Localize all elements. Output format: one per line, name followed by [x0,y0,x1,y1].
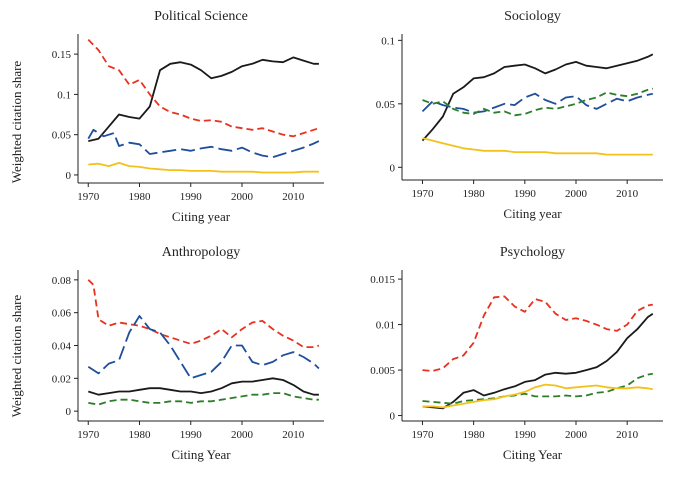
sociology-x-tick-label: 2000 [565,188,588,200]
anthropology-x-tick-label: 1980 [129,429,152,441]
anthropology-x-tick-label: 2000 [231,429,254,441]
political-science-y-tick-label: 0.05 [52,130,72,142]
political-science-y-tick-label: 0 [66,170,72,182]
psychology-x-tick-label: 1980 [463,429,486,441]
psychology-x-tick-label: 1970 [411,429,434,441]
anthropology-x-axis-title: Citing Year [171,447,231,462]
anthropology-y-tick-label: 0.08 [52,275,72,287]
shared-y-axis-title-top: Weighted citation share [9,61,24,184]
sociology-x-tick-label: 2010 [616,188,639,200]
anthropology-series-line-2 [87,315,320,380]
sociology-x-tick-label: 1970 [411,188,434,200]
sociology-series-line-3 [422,87,654,117]
political-science-series-line-1 [88,56,319,142]
anthropology-x-tick-label: 1970 [77,429,100,441]
anthropology-y-tick-label: 0.02 [52,373,71,385]
psychology-x-tick-label: 1990 [514,429,537,441]
sociology-series-line-4 [422,137,653,156]
political-science-y-tick-label: 0.1 [57,89,71,101]
sociology-title: Sociology [504,9,561,24]
psychology-y-tick-label: 0.005 [370,365,395,377]
political-science-series-line-4 [88,161,319,174]
sociology-y-tick-label: 0 [390,162,396,174]
anthropology-title: Anthropology [162,245,241,260]
anthropology-y-tick-label: 0.04 [52,341,72,353]
political-science-title: Political Science [154,9,248,24]
political-science-x-tick-label: 1990 [180,191,203,203]
psychology-y-tick-label: 0.015 [370,274,395,286]
political-science-x-tick-label: 1970 [77,191,100,203]
psychology-x-tick-label: 2010 [616,429,639,441]
sociology-series-line-2 [421,92,654,114]
anthropology-series-line-1 [87,279,320,349]
psychology-series-line-4 [422,383,653,409]
political-science-x-axis-title: Citing year [172,209,231,224]
political-science-x-tick-label: 1980 [129,191,152,203]
psychology-y-tick-label: 0.01 [376,320,395,332]
sociology-series-line-1 [421,53,654,142]
anthropology-series-line-3 [88,377,319,396]
political-science-series-line-2 [87,38,320,138]
anthropology-x-tick-label: 1990 [180,429,203,441]
psychology-series-line-2 [422,312,654,410]
political-science-x-tick-label: 2000 [231,191,254,203]
anthropology-y-tick-label: 0 [66,406,72,418]
sociology-y-tick-label: 0.1 [381,35,395,47]
political-science-y-tick-label: 0.15 [52,49,72,61]
shared-y-axis-title-bottom: Weighted citation share [9,295,24,418]
psychology-y-tick-label: 0 [390,411,396,423]
psychology-title: Psychology [500,245,565,260]
anthropology-x-tick-label: 2010 [282,429,305,441]
political-science-series-line-3 [87,128,320,159]
sociology-x-tick-label: 1990 [514,188,537,200]
sociology-y-tick-label: 0.05 [376,99,396,111]
sociology-x-tick-label: 1980 [463,188,486,200]
sociology-x-axis-title: Citing year [503,206,562,221]
anthropology-series-line-4 [88,392,319,406]
political-science-x-tick-label: 2010 [282,191,305,203]
anthropology-y-tick-label: 0.06 [52,308,72,320]
psychology-x-axis-title: Citing Year [503,447,563,462]
psychology-series-line-1 [422,295,653,372]
psychology-x-tick-label: 2000 [565,429,588,441]
